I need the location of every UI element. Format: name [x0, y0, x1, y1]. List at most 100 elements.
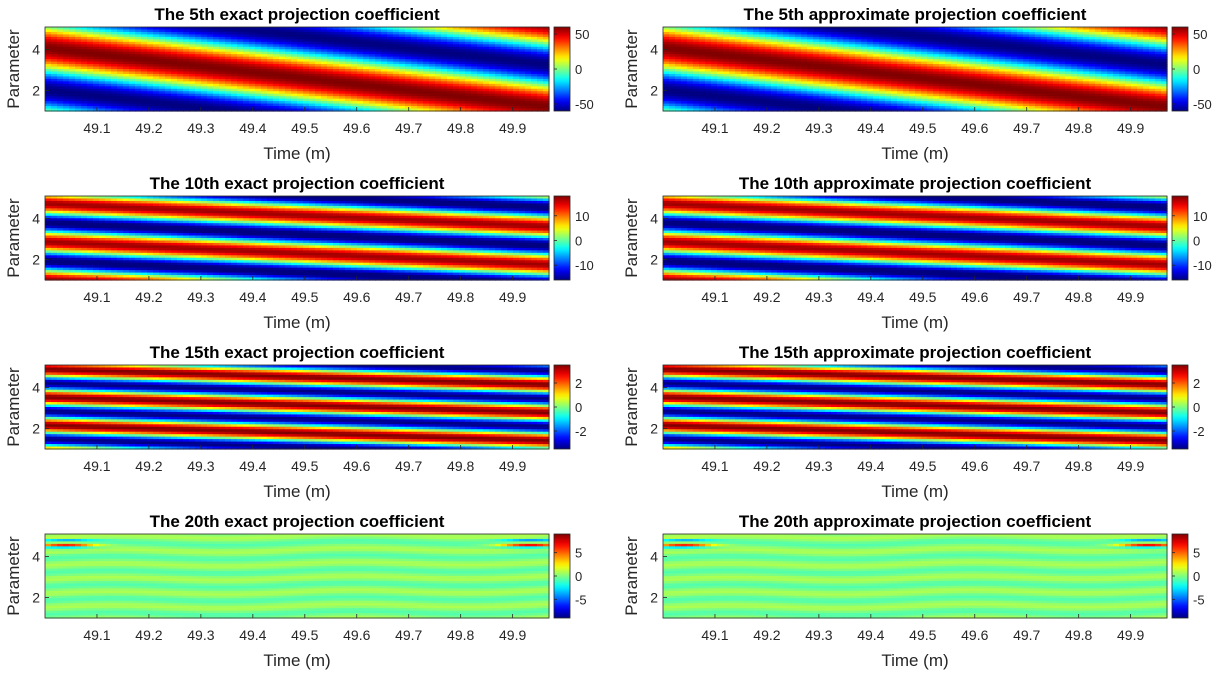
- heatmap-cell: [189, 73, 196, 78]
- heatmap-cell: [201, 101, 208, 105]
- heatmap-cell: [351, 108, 358, 112]
- heatmap-cell: [279, 61, 286, 65]
- heatmap-cell: [705, 73, 712, 78]
- heatmap-cell: [423, 108, 430, 112]
- heatmap-cell: [717, 36, 724, 40]
- heatmap-cell: [69, 54, 76, 58]
- heatmap-cell: [147, 31, 154, 36]
- heatmap-cell: [525, 93, 532, 97]
- heatmap-cell: [777, 31, 784, 36]
- heatmap-cell: [423, 71, 430, 75]
- heatmap-cell: [339, 51, 346, 55]
- heatmap-cell: [123, 56, 130, 60]
- heatmap-cell: [225, 49, 232, 53]
- heatmap-cell: [171, 39, 178, 43]
- heatmap-cell: [369, 86, 376, 90]
- heatmap-cell: [189, 91, 196, 95]
- heatmap-cell: [129, 61, 136, 65]
- heatmap-cell: [429, 36, 436, 40]
- heatmap-cell: [489, 41, 496, 45]
- heatmap-cell: [243, 36, 250, 40]
- heatmap-cell: [525, 101, 532, 105]
- heatmap-cell: [117, 93, 124, 97]
- heatmap-cell: [447, 76, 454, 80]
- heatmap-cell: [351, 41, 358, 45]
- heatmap-cell: [711, 66, 718, 70]
- heatmap-cell: [237, 83, 244, 87]
- heatmap-cell: [345, 44, 352, 48]
- heatmap-cell: [93, 39, 100, 43]
- heatmap-cell: [435, 59, 442, 63]
- heatmap-cell: [99, 41, 106, 45]
- heatmap-cell: [789, 64, 796, 68]
- heatmap-cell: [423, 59, 430, 63]
- heatmap-cell: [45, 31, 52, 36]
- heatmap-cell: [93, 59, 100, 63]
- heatmap-cell: [459, 56, 466, 60]
- heatmap-cell: [201, 93, 208, 97]
- heatmap-cell: [147, 66, 154, 70]
- heatmap-cell: [375, 54, 382, 58]
- heatmap-cell: [195, 54, 202, 58]
- heatmap-cell: [273, 64, 280, 68]
- colorbar-tick-label: 0: [575, 62, 582, 77]
- heatmap-cell: [729, 108, 736, 112]
- heatmap-cell: [747, 54, 754, 58]
- heatmap-cell: [435, 88, 442, 92]
- heatmap-cell: [525, 86, 532, 90]
- heatmap-cell: [99, 91, 106, 95]
- heatmap-cell: [363, 71, 370, 75]
- heatmap-cell: [315, 88, 322, 92]
- heatmap-cell: [117, 71, 124, 75]
- heatmap-cell: [183, 91, 190, 95]
- heatmap-cell: [75, 78, 82, 82]
- heatmap-cell: [759, 36, 766, 40]
- heatmap-cell: [177, 36, 184, 40]
- heatmap-cell: [687, 34, 694, 38]
- heatmap-cell: [75, 51, 82, 55]
- heatmap-cell: [345, 29, 352, 33]
- heatmap-cell: [267, 34, 274, 38]
- heatmap-cell: [507, 61, 514, 65]
- heatmap-cell: [249, 91, 256, 95]
- heatmap-cell: [375, 83, 382, 87]
- heatmap-cell: [291, 44, 298, 48]
- heatmap-cell: [177, 64, 184, 68]
- heatmap-cell: [687, 41, 694, 45]
- heatmap-cell: [399, 88, 406, 92]
- heatmap-cell: [747, 59, 754, 63]
- heatmap-cell: [339, 101, 346, 105]
- heatmap-cell: [207, 83, 214, 87]
- heatmap-cell: [777, 88, 784, 92]
- heatmap-cell: [501, 64, 508, 68]
- heatmap-cell: [153, 101, 160, 105]
- heatmap-cell: [753, 49, 760, 53]
- heatmap-cell: [267, 29, 274, 33]
- heatmap-cell: [345, 106, 352, 110]
- heatmap-cell: [321, 59, 328, 63]
- heatmap-cell: [393, 88, 400, 92]
- heatmap-cell: [321, 108, 328, 112]
- heatmap-cell: [141, 91, 148, 95]
- heatmap-cell: [771, 69, 778, 73]
- heatmap-cell: [123, 59, 130, 63]
- heatmap-cell: [477, 76, 484, 80]
- heatmap-cell: [249, 44, 256, 48]
- heatmap-cell: [459, 101, 466, 105]
- heatmap-cell: [351, 34, 358, 38]
- heatmap-cell: [177, 76, 184, 80]
- heatmap-cell: [441, 49, 448, 53]
- heatmap-cell: [459, 83, 466, 87]
- heatmap-cell: [747, 39, 754, 43]
- heatmap-cell: [363, 34, 370, 38]
- heatmap-cell: [693, 56, 700, 60]
- heatmap-cell: [285, 78, 292, 82]
- heatmap-cell: [69, 66, 76, 70]
- heatmap-cell: [159, 61, 166, 65]
- heatmap-cell: [261, 59, 268, 63]
- heatmap-cell: [117, 86, 124, 90]
- heatmap-cell: [435, 101, 442, 105]
- heatmap-cell: [303, 59, 310, 63]
- heatmap-cell: [117, 59, 124, 63]
- heatmap-cell: [411, 96, 418, 100]
